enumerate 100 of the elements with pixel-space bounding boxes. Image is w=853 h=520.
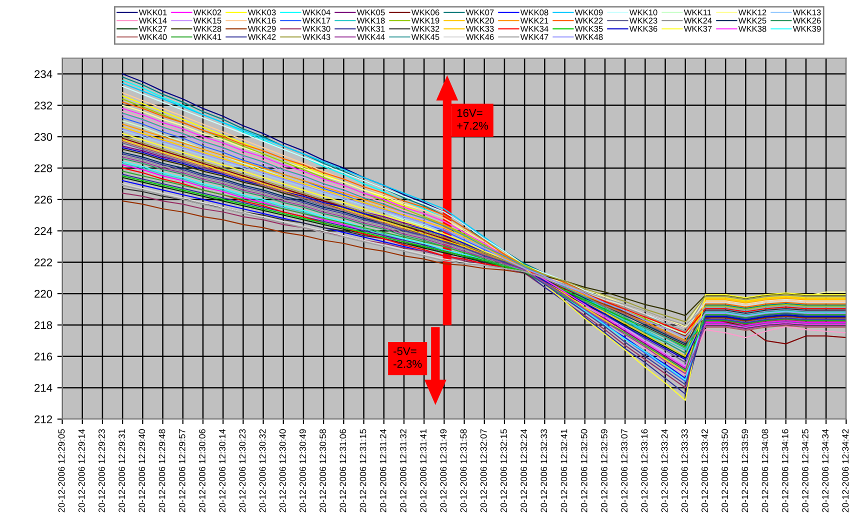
legend-label: WKK10 bbox=[629, 9, 658, 16]
x-tick-label: 20-12-2006 12:31:06 bbox=[340, 429, 346, 512]
y-tick-label: 222 bbox=[34, 258, 52, 266]
x-tick-label: 20-12-2006 12:32:41 bbox=[560, 429, 568, 512]
legend-label: WKK28 bbox=[193, 26, 222, 32]
legend-label: WKK25 bbox=[738, 18, 766, 24]
legend-label: WKK01 bbox=[138, 9, 167, 16]
x-tick-label: 20-12-2006 12:34:34 bbox=[822, 429, 828, 512]
legend-label: WKK19 bbox=[411, 18, 440, 24]
x-tick-label: 20-12-2006 12:33:42 bbox=[702, 429, 708, 512]
legend-label: WKK37 bbox=[684, 26, 712, 32]
legend-label: WKK41 bbox=[193, 34, 222, 40]
x-tick-label: 20-12-2006 12:33:50 bbox=[722, 429, 728, 512]
y-tick-label: 226 bbox=[34, 196, 52, 204]
x-tick-label: 20-12-2006 12:29:31 bbox=[118, 429, 125, 512]
legend-label: WKK13 bbox=[792, 9, 821, 16]
legend-label: WKK24 bbox=[684, 18, 712, 24]
y-tick-label: 214 bbox=[34, 384, 52, 392]
legend-label: WKK20 bbox=[466, 18, 494, 24]
y-tick-label: 220 bbox=[34, 290, 52, 298]
annotation: -5V= -2.3% bbox=[394, 347, 422, 368]
x-tick-label: 20-12-2006 12:34:25 bbox=[802, 429, 808, 512]
x-tick-label: 20-12-2006 12:32:59 bbox=[601, 429, 608, 512]
legend-label: WKK09 bbox=[574, 9, 603, 16]
y-tick-label: 218 bbox=[34, 321, 52, 330]
x-tick-label: 20-12-2006 12:31:24 bbox=[380, 429, 386, 512]
y-tick-label: 232 bbox=[34, 102, 52, 110]
x-tick-label: 20-12-2006 12:32:24 bbox=[520, 429, 527, 512]
legend-label: WKK15 bbox=[193, 18, 222, 24]
legend-label: WKK44 bbox=[356, 34, 385, 40]
legend-label: WKK35 bbox=[574, 26, 603, 32]
legend-label: WKK34 bbox=[520, 26, 548, 32]
x-tick-label: 20-12-2006 12:33:07 bbox=[621, 429, 628, 512]
legend-label: WKK27 bbox=[138, 26, 167, 32]
x-tick-label: 20-12-2006 12:32:15 bbox=[500, 429, 507, 512]
legend-label: WKK38 bbox=[738, 26, 766, 32]
legend-label: WKK39 bbox=[792, 26, 821, 32]
x-tick-label: 20-12-2006 12:29:05 bbox=[58, 429, 65, 512]
legend-label: WKK40 bbox=[138, 34, 167, 40]
x-tick-label: 20-12-2006 12:34:16 bbox=[782, 429, 788, 512]
legend-label: WKK11 bbox=[684, 10, 712, 16]
y-tick-label: 216 bbox=[34, 352, 52, 360]
x-tick-label: 20-12-2006 12:29:40 bbox=[138, 429, 146, 512]
x-tick-label: 20-12-2006 12:31:15 bbox=[360, 429, 366, 512]
x-tick-label: 20-12-2006 12:31:58 bbox=[460, 429, 467, 512]
x-tick-label: 20-12-2006 12:31:49 bbox=[440, 429, 447, 512]
y-tick-label: 224 bbox=[34, 227, 52, 235]
legend-label: WKK05 bbox=[356, 9, 385, 16]
y-tick-label: 234 bbox=[34, 70, 52, 78]
x-tick-label: 20-12-2006 12:29:14 bbox=[78, 429, 85, 512]
legend-label: WKK14 bbox=[138, 18, 167, 24]
y-tick-label: 212 bbox=[34, 415, 52, 424]
x-tick-label: 20-12-2006 12:30:32 bbox=[259, 429, 266, 512]
y-tick-label: 228 bbox=[34, 164, 52, 172]
legend-label: WKK12 bbox=[738, 9, 766, 16]
annotation: 16V= +7.2% bbox=[457, 109, 488, 130]
x-tick-label: 20-12-2006 12:30:40 bbox=[279, 429, 286, 512]
x-tick-label: 20-12-2006 12:29:23 bbox=[98, 429, 105, 512]
legend-label: WKK42 bbox=[248, 34, 276, 40]
legend-label: WKK36 bbox=[629, 26, 658, 32]
x-tick-label: 20-12-2006 12:30:14 bbox=[219, 429, 226, 512]
legend-label: WKK02 bbox=[193, 9, 222, 16]
legend-label: WKK06 bbox=[411, 9, 440, 16]
x-tick-label: 20-12-2006 12:32:33 bbox=[540, 429, 548, 512]
x-tick-label: 20-12-2006 12:29:48 bbox=[158, 429, 166, 512]
legend-label: WKK04 bbox=[302, 9, 330, 16]
x-tick-label: 20-12-2006 12:30:23 bbox=[239, 429, 246, 512]
legend-label: WKK22 bbox=[574, 18, 603, 24]
legend-label: WKK30 bbox=[302, 26, 330, 32]
x-tick-label: 20-12-2006 12:31:41 bbox=[420, 429, 426, 512]
x-tick-label: 20-12-2006 12:32:07 bbox=[480, 429, 487, 512]
x-tick-label: 20-12-2006 12:32:50 bbox=[580, 429, 588, 512]
x-tick-label: 20-12-2006 12:33:16 bbox=[641, 429, 648, 512]
legend-label: WKK23 bbox=[629, 18, 658, 24]
legend-label: WKK21 bbox=[520, 18, 548, 24]
x-tick-label: 20-12-2006 12:30:06 bbox=[199, 429, 206, 512]
legend-label: WKK46 bbox=[466, 34, 494, 40]
x-tick-label: 20-12-2006 12:33:33 bbox=[681, 429, 688, 512]
legend-label: WKK26 bbox=[792, 18, 821, 24]
y-tick-label: 230 bbox=[34, 132, 52, 141]
legend-label: WKK32 bbox=[411, 26, 440, 32]
legend-label: WKK29 bbox=[248, 26, 276, 32]
legend-label: WKK17 bbox=[302, 18, 330, 24]
x-tick-label: 20-12-2006 12:33:59 bbox=[742, 429, 748, 512]
legend-label: WKK45 bbox=[411, 34, 440, 40]
x-tick-label: 20-12-2006 12:34:42 bbox=[842, 429, 849, 512]
legend-label: WKK03 bbox=[248, 9, 276, 16]
x-tick-label: 20-12-2006 12:34:08 bbox=[762, 429, 768, 512]
legend-label: WKK48 bbox=[574, 34, 603, 40]
x-tick-label: 20-12-2006 12:33:24 bbox=[661, 429, 668, 512]
legend-label: WKK47 bbox=[520, 34, 548, 40]
x-tick-label: 20-12-2006 12:30:58 bbox=[320, 429, 326, 512]
legend-label: WKK33 bbox=[466, 26, 494, 32]
x-tick-label: 20-12-2006 12:31:32 bbox=[400, 429, 406, 512]
x-tick-label: 20-12-2006 12:30:49 bbox=[300, 429, 306, 512]
legend-label: WKK08 bbox=[520, 9, 548, 16]
legend-label: WKK07 bbox=[466, 9, 494, 16]
x-tick-label: 20-12-2006 12:29:57 bbox=[178, 429, 186, 512]
legend-label: WKK16 bbox=[248, 18, 276, 24]
legend-label: WKK18 bbox=[356, 18, 385, 24]
